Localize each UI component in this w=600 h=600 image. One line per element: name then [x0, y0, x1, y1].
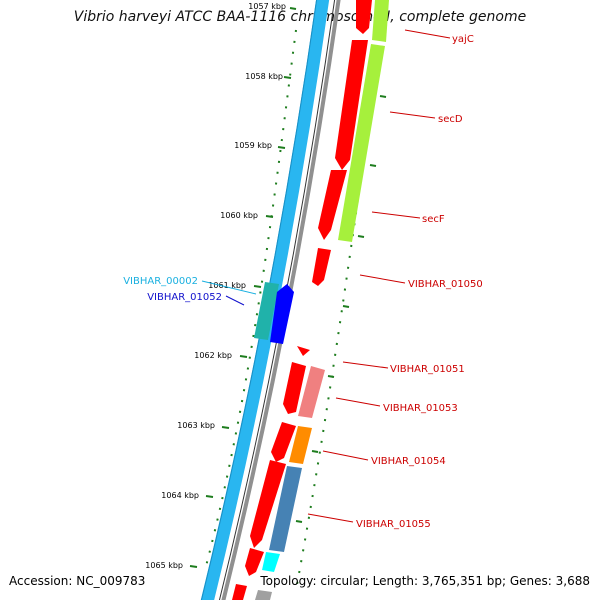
gene-red-e[interactable] — [232, 584, 247, 600]
tick-label: 1060 kbp — [220, 211, 258, 220]
tick-marks — [189, 7, 297, 568]
gene-vibhar-01053[interactable] — [298, 366, 325, 418]
connector-secd — [389, 111, 436, 119]
gene-secd[interactable] — [335, 40, 368, 170]
connector-secf — [371, 211, 421, 219]
tick-label: 1059 kbp — [234, 141, 272, 150]
gene-label-vibhar-01055[interactable]: VIBHAR_01055 — [356, 519, 431, 530]
gene-label-secd[interactable]: secD — [438, 114, 463, 125]
connector-vibhar-00002 — [201, 280, 257, 295]
connector-vibhar-01050 — [359, 274, 406, 284]
gene-vibhar-01055[interactable] — [269, 466, 302, 552]
gene-red-c[interactable] — [250, 460, 286, 548]
gene-gray[interactable] — [255, 590, 272, 600]
connector-vibhar-01054 — [322, 450, 369, 461]
gene-vibhar-01050[interactable] — [312, 248, 331, 286]
gene-label-vibhar-01051[interactable]: VIBHAR_01051 — [390, 364, 465, 375]
connector-vibhar-01053 — [335, 397, 381, 407]
backbone-dark-line — [218, 0, 336, 600]
gene-label-yajc[interactable]: yajC — [452, 34, 474, 45]
tick-label: 1065 kbp — [145, 561, 183, 570]
tick-label: 1058 kbp — [245, 72, 283, 81]
tick-label: 1057 kbp — [248, 2, 286, 11]
outer-tick-marks — [295, 95, 387, 523]
tick-label: 1063 kbp — [177, 421, 215, 430]
gene-secf[interactable] — [318, 170, 347, 240]
gene-yajc[interactable] — [356, 0, 372, 34]
gene-red-d[interactable] — [245, 548, 264, 576]
tick-label: 1064 kbp — [161, 491, 199, 500]
backbone-gray-line — [221, 0, 341, 600]
gene-vibhar-01052[interactable] — [270, 284, 294, 344]
gene-vibhar-01051[interactable] — [297, 346, 310, 356]
gene-vibhar-00002[interactable] — [254, 282, 279, 340]
gene-secd-green[interactable] — [338, 44, 385, 242]
gene-label-vibhar-01052[interactable]: VIBHAR_01052 — [147, 292, 222, 303]
connector-vibhar-01052 — [225, 295, 245, 306]
gene-label-vibhar-00002[interactable]: VIBHAR_00002 — [123, 276, 198, 287]
connector-vibhar-01055 — [307, 513, 354, 523]
backbone-blue-band — [200, 0, 330, 600]
accession-text: Accession: NC_009783 — [9, 574, 146, 588]
connector-yajc — [404, 29, 451, 39]
gene-label-vibhar-01053[interactable]: VIBHAR_01053 — [383, 403, 458, 414]
gene-label-secf[interactable]: secF — [422, 214, 445, 225]
gene-cyan[interactable] — [262, 552, 280, 572]
tick-label: 1061 kbp — [208, 281, 246, 290]
backbone-edge — [200, 0, 318, 600]
gene-yajc-green[interactable] — [372, 0, 389, 42]
gene-vibhar-01054[interactable] — [289, 426, 312, 464]
gene-red-a[interactable] — [283, 362, 306, 414]
connector-vibhar-01051 — [342, 361, 389, 369]
dotted-guide-inner — [204, 29, 297, 571]
tick-label: 1062 kbp — [194, 351, 232, 360]
gene-label-vibhar-01050[interactable]: VIBHAR_01050 — [408, 279, 483, 290]
gene-red-b[interactable] — [271, 422, 296, 462]
topology-text: Topology: circular; Length: 3,765,351 bp… — [260, 574, 590, 588]
map-title: Vibrio harveyi ATCC BAA-1116 chromosome … — [73, 9, 527, 25]
gene-label-vibhar-01054[interactable]: VIBHAR_01054 — [371, 456, 446, 467]
